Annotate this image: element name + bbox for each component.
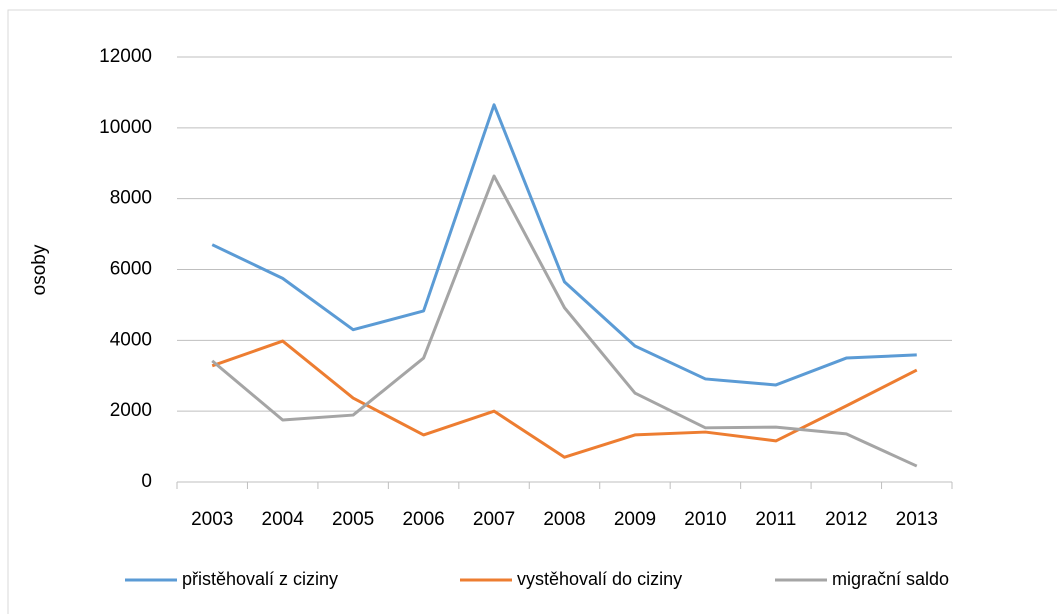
x-tick-label: 2011 [755, 509, 796, 530]
x-tick-label: 2012 [825, 509, 867, 530]
legend-label: migrační saldo [832, 569, 949, 589]
series-line [211, 103, 917, 387]
x-tick-label: 2009 [614, 509, 656, 530]
x-tick-label: 2013 [896, 509, 938, 530]
y-tick-label: 0 [141, 471, 152, 492]
x-tick-label: 2010 [684, 509, 726, 530]
x-tick-label: 2008 [543, 509, 585, 530]
x-tick-label: 2007 [473, 509, 515, 530]
chart-border [7, 9, 1057, 614]
y-tick-label: 6000 [110, 259, 152, 280]
y-tick-label: 12000 [99, 46, 152, 67]
y-tick-label: 4000 [110, 329, 152, 350]
y-tick-label: 8000 [110, 188, 152, 209]
x-tick-label: 2004 [262, 509, 305, 530]
y-tick-label: 2000 [110, 400, 152, 421]
legend-label: přistěhovalí z ciziny [182, 569, 338, 589]
y-axis-label: osoby [29, 244, 50, 295]
x-tick-label: 2005 [332, 509, 374, 530]
series-line [211, 339, 918, 459]
x-tick-label: 2006 [402, 509, 444, 530]
y-tick-label: 10000 [99, 117, 152, 138]
legend-label: vystěhovalí do ciziny [517, 569, 682, 589]
series-line [211, 174, 918, 468]
x-tick-label: 2003 [191, 509, 233, 530]
legend: přistěhovalí z ciziny vystěhovalí do cizi… [125, 569, 949, 589]
